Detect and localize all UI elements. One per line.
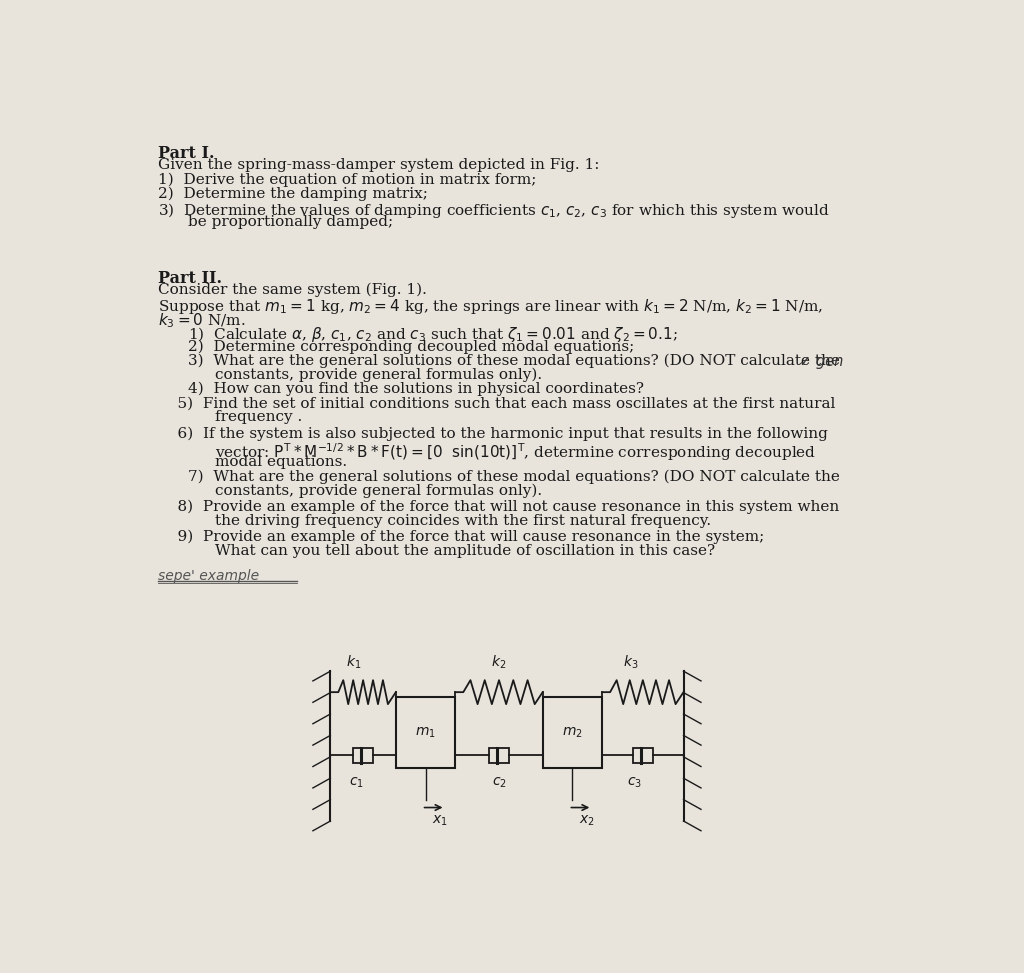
Text: Part I.: Part I.	[158, 145, 215, 162]
Text: 2)  Determine the damping matrix;: 2) Determine the damping matrix;	[158, 187, 428, 200]
Bar	[489, 747, 509, 763]
Bar	[353, 747, 373, 763]
Text: frequency .: frequency .	[215, 411, 302, 424]
Text: $c_1$: $c_1$	[349, 776, 364, 790]
Text: ✓ gen: ✓ gen	[799, 353, 843, 369]
Text: be proportionally damped;: be proportionally damped;	[187, 215, 392, 229]
Text: 6)  If the system is also subjected to the harmonic input that results in the fo: 6) If the system is also subjected to th…	[158, 427, 828, 442]
Bar	[396, 697, 456, 769]
Bar	[633, 747, 652, 763]
Text: vector: $\mathrm{P^T*M^{-1/2}*B*F(t)= [0\ \ sin(10t)]^T}$, determine correspondi: vector: $\mathrm{P^T*M^{-1/2}*B*F(t)= [0…	[215, 441, 816, 463]
Text: 7)  What are the general solutions of these modal equations? (DO NOT calculate t: 7) What are the general solutions of the…	[187, 470, 840, 484]
Text: 2)  Determine corresponding decoupled modal equations;: 2) Determine corresponding decoupled mod…	[187, 340, 634, 353]
Text: sepe' example: sepe' example	[158, 568, 259, 583]
Text: $x_2$: $x_2$	[579, 813, 595, 828]
Text: 9)  Provide an example of the force that will cause resonance in the system;: 9) Provide an example of the force that …	[158, 529, 764, 544]
Text: 1)  Calculate $\alpha$, $\beta$, $c_1$, $c_2$ and $c_3$ such that $\zeta_1 = 0.0: 1) Calculate $\alpha$, $\beta$, $c_1$, $…	[187, 325, 678, 344]
Text: $c_3$: $c_3$	[628, 776, 642, 790]
Text: $k_3 = 0$ N/m.: $k_3 = 0$ N/m.	[158, 310, 246, 330]
Text: What can you tell about the amplitude of oscillation in this case?: What can you tell about the amplitude of…	[215, 544, 716, 558]
Text: $x_1$: $x_1$	[432, 813, 447, 828]
Text: 3)  What are the general solutions of these modal equations? (DO NOT calculate t: 3) What are the general solutions of the…	[187, 353, 840, 368]
Text: $k_3$: $k_3$	[623, 654, 638, 671]
Text: 1)  Derive the equation of motion in matrix form;: 1) Derive the equation of motion in matr…	[158, 172, 537, 187]
Text: constants, provide general formulas only).: constants, provide general formulas only…	[215, 484, 543, 498]
Text: modal equations.: modal equations.	[215, 455, 347, 469]
Text: 8)  Provide an example of the force that will not cause resonance in this system: 8) Provide an example of the force that …	[158, 499, 840, 514]
Text: $m_2$: $m_2$	[562, 726, 583, 739]
Text: $m_1$: $m_1$	[415, 726, 436, 739]
Text: Suppose that $m_1 = 1$ kg, $m_2 = 4$ kg, the springs are linear with $k_1 = 2$ N: Suppose that $m_1 = 1$ kg, $m_2 = 4$ kg,…	[158, 297, 823, 315]
Text: Given the spring-mass-damper system depicted in Fig. 1:: Given the spring-mass-damper system depi…	[158, 158, 600, 172]
Text: the driving frequency coincides with the first natural frequency.: the driving frequency coincides with the…	[215, 514, 712, 527]
Text: $k_1$: $k_1$	[346, 654, 360, 671]
Text: Consider the same system (Fig. 1).: Consider the same system (Fig. 1).	[158, 282, 427, 297]
Text: constants, provide general formulas only).: constants, provide general formulas only…	[215, 368, 543, 382]
Text: 4)  How can you find the solutions in physical coordinates?: 4) How can you find the solutions in phy…	[187, 382, 643, 396]
Text: 3)  Determine the values of damping coefficients $c_1$, $c_2$, $c_3$ for which t: 3) Determine the values of damping coeff…	[158, 200, 829, 220]
Text: $k_2$: $k_2$	[492, 654, 507, 671]
Text: 5)  Find the set of initial conditions such that each mass oscillates at the fir: 5) Find the set of initial conditions su…	[158, 396, 836, 411]
Text: $c_2$: $c_2$	[492, 776, 507, 790]
Text: Part II.: Part II.	[158, 270, 222, 287]
Bar	[543, 697, 602, 769]
